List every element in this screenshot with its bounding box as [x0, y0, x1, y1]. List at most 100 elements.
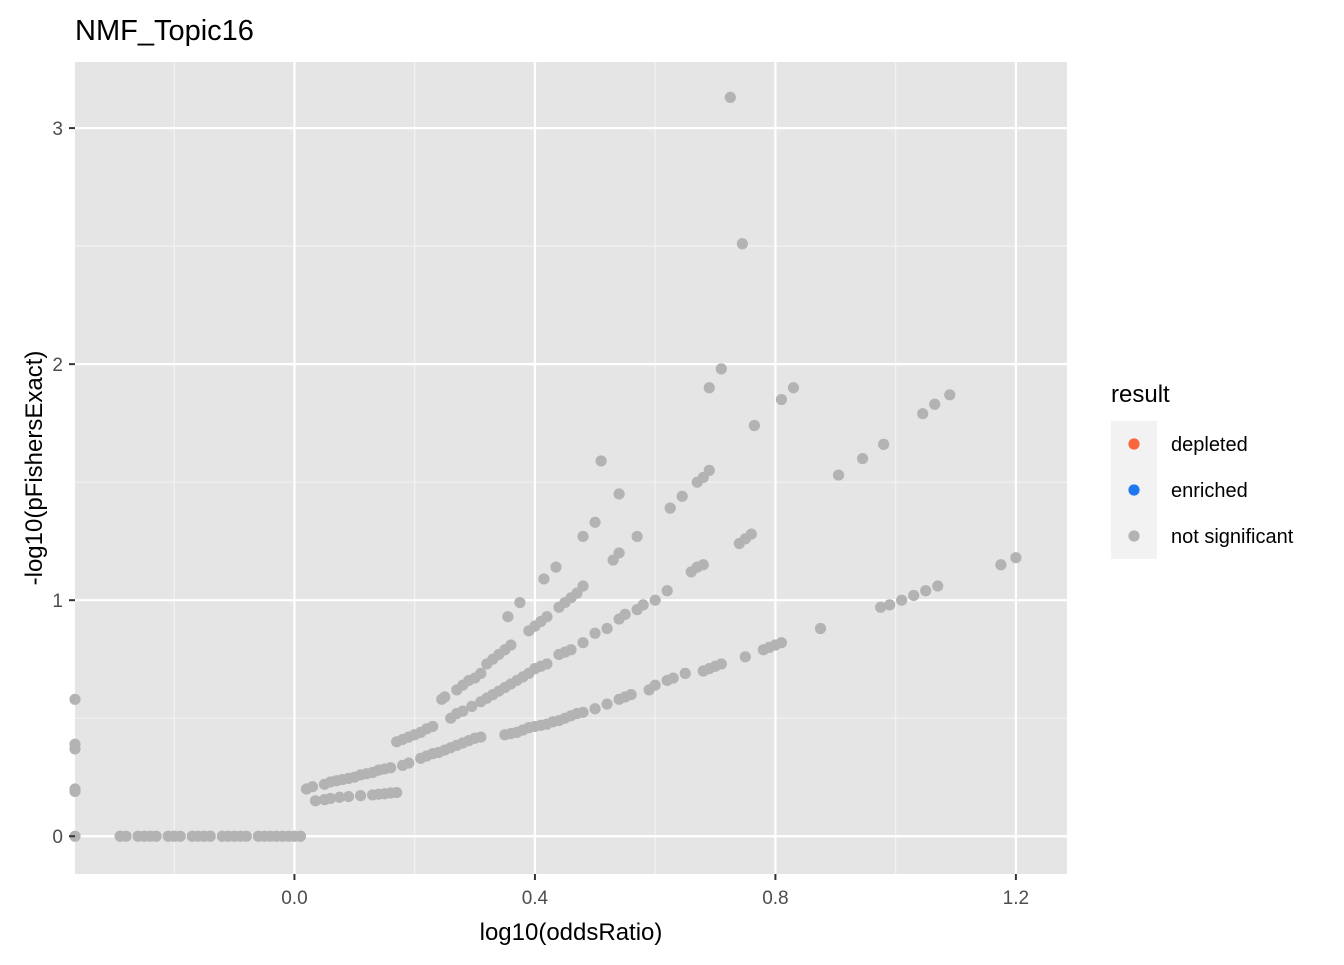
data-point [613, 547, 625, 559]
legend-entry-label: enriched [1171, 480, 1248, 502]
data-point [505, 639, 517, 651]
legend-key [1128, 530, 1140, 542]
data-point [466, 700, 478, 713]
data-point [541, 658, 553, 670]
y-tick-label: 1 [52, 591, 63, 612]
data-points [69, 91, 1022, 842]
data-point [550, 561, 562, 573]
data-point [150, 830, 162, 842]
x-axis-label: log10(oddsRatio) [480, 919, 663, 946]
data-point [787, 382, 800, 394]
data-point [745, 528, 757, 540]
data-point [595, 455, 607, 467]
data-point [577, 530, 589, 543]
data-point [333, 791, 346, 803]
data-point [403, 757, 415, 769]
data-point [667, 672, 679, 684]
data-point [995, 559, 1007, 571]
data-point [577, 580, 589, 592]
data-point [391, 786, 403, 799]
data-point [1010, 552, 1022, 564]
data-point [739, 651, 751, 663]
data-point [619, 608, 631, 620]
y-axis: 0 1 2 3 [52, 119, 75, 848]
data-point [775, 393, 788, 406]
data-point [613, 488, 625, 500]
x-tick-label: 0.8 [762, 888, 788, 909]
plot-panel [75, 62, 1067, 874]
legend-key [1128, 484, 1140, 496]
x-axis: 0.0 0.4 0.8 1.2 [281, 874, 1029, 909]
data-point [748, 419, 760, 432]
data-point [736, 238, 748, 250]
data-point [929, 398, 941, 410]
data-point [920, 585, 932, 597]
data-point [69, 738, 81, 750]
data-point [385, 762, 397, 774]
y-tick-label: 0 [52, 827, 63, 848]
data-point [294, 830, 307, 842]
data-point [664, 502, 676, 514]
data-point [589, 627, 601, 639]
data-point [856, 452, 869, 465]
data-point [174, 830, 186, 842]
data-point [896, 594, 908, 606]
data-point [324, 792, 337, 805]
y-tick-label: 3 [52, 119, 63, 140]
data-point [475, 731, 487, 743]
data-point [354, 790, 367, 802]
data-point [679, 667, 691, 679]
data-point [427, 720, 439, 733]
data-point [475, 667, 487, 679]
data-point [514, 596, 526, 609]
data-point [625, 689, 637, 701]
legend-title: result [1111, 381, 1170, 408]
legend: result depleted enriched not significant [1111, 381, 1294, 559]
data-point [240, 830, 252, 842]
data-point [917, 408, 929, 420]
data-point [342, 790, 355, 803]
data-point [649, 679, 661, 691]
data-point [577, 637, 589, 649]
data-point [661, 585, 673, 597]
data-point [538, 573, 550, 585]
data-point [703, 464, 715, 476]
x-tick-label: 1.2 [1003, 888, 1029, 909]
data-point [541, 611, 553, 623]
data-point [715, 658, 727, 670]
data-point [439, 691, 451, 703]
data-point [703, 382, 715, 394]
data-point [457, 705, 469, 717]
data-point [69, 693, 81, 705]
data-point [944, 389, 956, 401]
data-point [884, 599, 896, 611]
data-point [878, 438, 890, 450]
data-point [814, 622, 827, 635]
legend-entries: depleted enriched not significant [1128, 434, 1294, 548]
data-point [676, 490, 688, 502]
data-point [832, 469, 845, 481]
data-point [724, 91, 736, 104]
data-point [120, 830, 132, 842]
legend-key [1128, 438, 1140, 450]
data-point [908, 589, 920, 602]
data-point [601, 698, 613, 710]
data-point [637, 599, 649, 611]
data-point [631, 530, 643, 543]
data-point [715, 363, 727, 375]
chart-title: NMF_Topic16 [75, 15, 254, 47]
legend-entry-label: depleted [1171, 434, 1248, 456]
data-point [589, 516, 601, 528]
data-point [306, 781, 319, 793]
data-point [204, 830, 216, 842]
y-tick-label: 2 [52, 355, 63, 376]
data-point [875, 601, 887, 613]
x-tick-label: 0.4 [522, 888, 549, 909]
x-tick-label: 0.0 [281, 888, 307, 909]
data-point [775, 637, 788, 649]
data-point [649, 594, 661, 606]
data-point [932, 580, 944, 592]
data-point [577, 706, 589, 718]
